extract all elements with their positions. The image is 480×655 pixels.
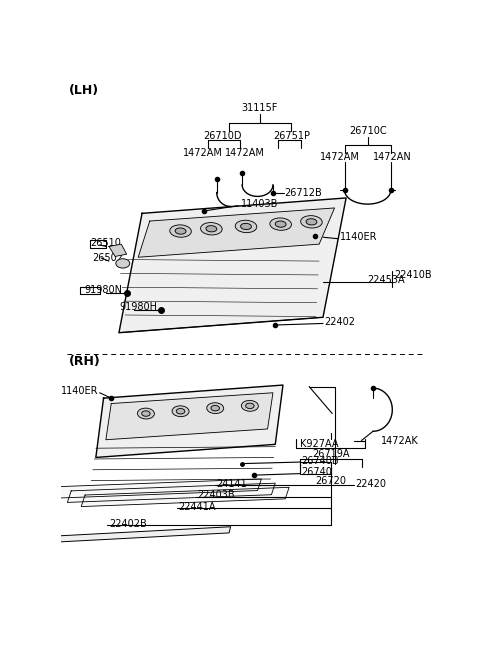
Ellipse shape (206, 226, 217, 232)
Text: 26740B: 26740B (301, 455, 339, 466)
Polygon shape (109, 244, 127, 257)
Text: 22403B: 22403B (197, 490, 235, 500)
Ellipse shape (211, 405, 219, 411)
Text: 26751P: 26751P (274, 130, 311, 141)
Text: 22420: 22420 (355, 479, 386, 489)
Text: 26740: 26740 (301, 467, 332, 477)
Text: 26710D: 26710D (204, 130, 242, 141)
Polygon shape (53, 479, 262, 498)
Text: 1472AK: 1472AK (381, 436, 419, 445)
Text: 26510: 26510 (90, 238, 121, 248)
Polygon shape (40, 527, 230, 543)
Polygon shape (81, 487, 289, 506)
Ellipse shape (246, 403, 254, 409)
Text: 26710C: 26710C (349, 126, 386, 136)
Ellipse shape (270, 218, 291, 231)
Text: 26719A: 26719A (312, 449, 349, 459)
Text: 22402B: 22402B (109, 519, 147, 529)
Text: 1140ER: 1140ER (340, 233, 377, 242)
Ellipse shape (175, 228, 186, 234)
Ellipse shape (170, 225, 192, 237)
Text: 1472AM: 1472AM (320, 152, 360, 162)
Text: 91980N: 91980N (84, 284, 122, 295)
Text: 26502: 26502 (92, 253, 123, 263)
Ellipse shape (142, 411, 150, 416)
Text: (RH): (RH) (69, 356, 101, 369)
Polygon shape (96, 385, 283, 457)
Text: 91980H: 91980H (119, 301, 157, 312)
Ellipse shape (275, 221, 286, 227)
Text: 1140ER: 1140ER (60, 386, 98, 396)
Ellipse shape (235, 220, 257, 233)
Ellipse shape (207, 403, 224, 413)
Text: 22410B: 22410B (394, 270, 432, 280)
Ellipse shape (240, 223, 252, 229)
Text: (LH): (LH) (69, 84, 99, 97)
Polygon shape (119, 198, 346, 333)
Text: 22402: 22402 (324, 317, 356, 327)
Text: K927AA: K927AA (300, 440, 338, 449)
Text: 26720: 26720 (315, 476, 346, 485)
Polygon shape (138, 208, 335, 257)
Polygon shape (106, 393, 273, 440)
Ellipse shape (137, 408, 155, 419)
Text: 22441A: 22441A (178, 502, 216, 512)
Polygon shape (67, 483, 275, 502)
Text: 1472AM: 1472AM (183, 147, 223, 157)
Text: 1472AM: 1472AM (225, 147, 264, 157)
Text: 24141: 24141 (217, 479, 248, 489)
Ellipse shape (201, 223, 222, 235)
Ellipse shape (176, 409, 185, 414)
Text: 11403B: 11403B (240, 199, 278, 209)
Ellipse shape (116, 259, 130, 268)
Ellipse shape (306, 219, 317, 225)
Ellipse shape (241, 400, 258, 411)
Text: 1472AN: 1472AN (373, 152, 412, 162)
Text: 31115F: 31115F (241, 103, 278, 113)
Text: 26712B: 26712B (285, 187, 322, 198)
Ellipse shape (300, 215, 322, 228)
Text: 22453A: 22453A (367, 275, 405, 286)
Ellipse shape (172, 406, 189, 417)
